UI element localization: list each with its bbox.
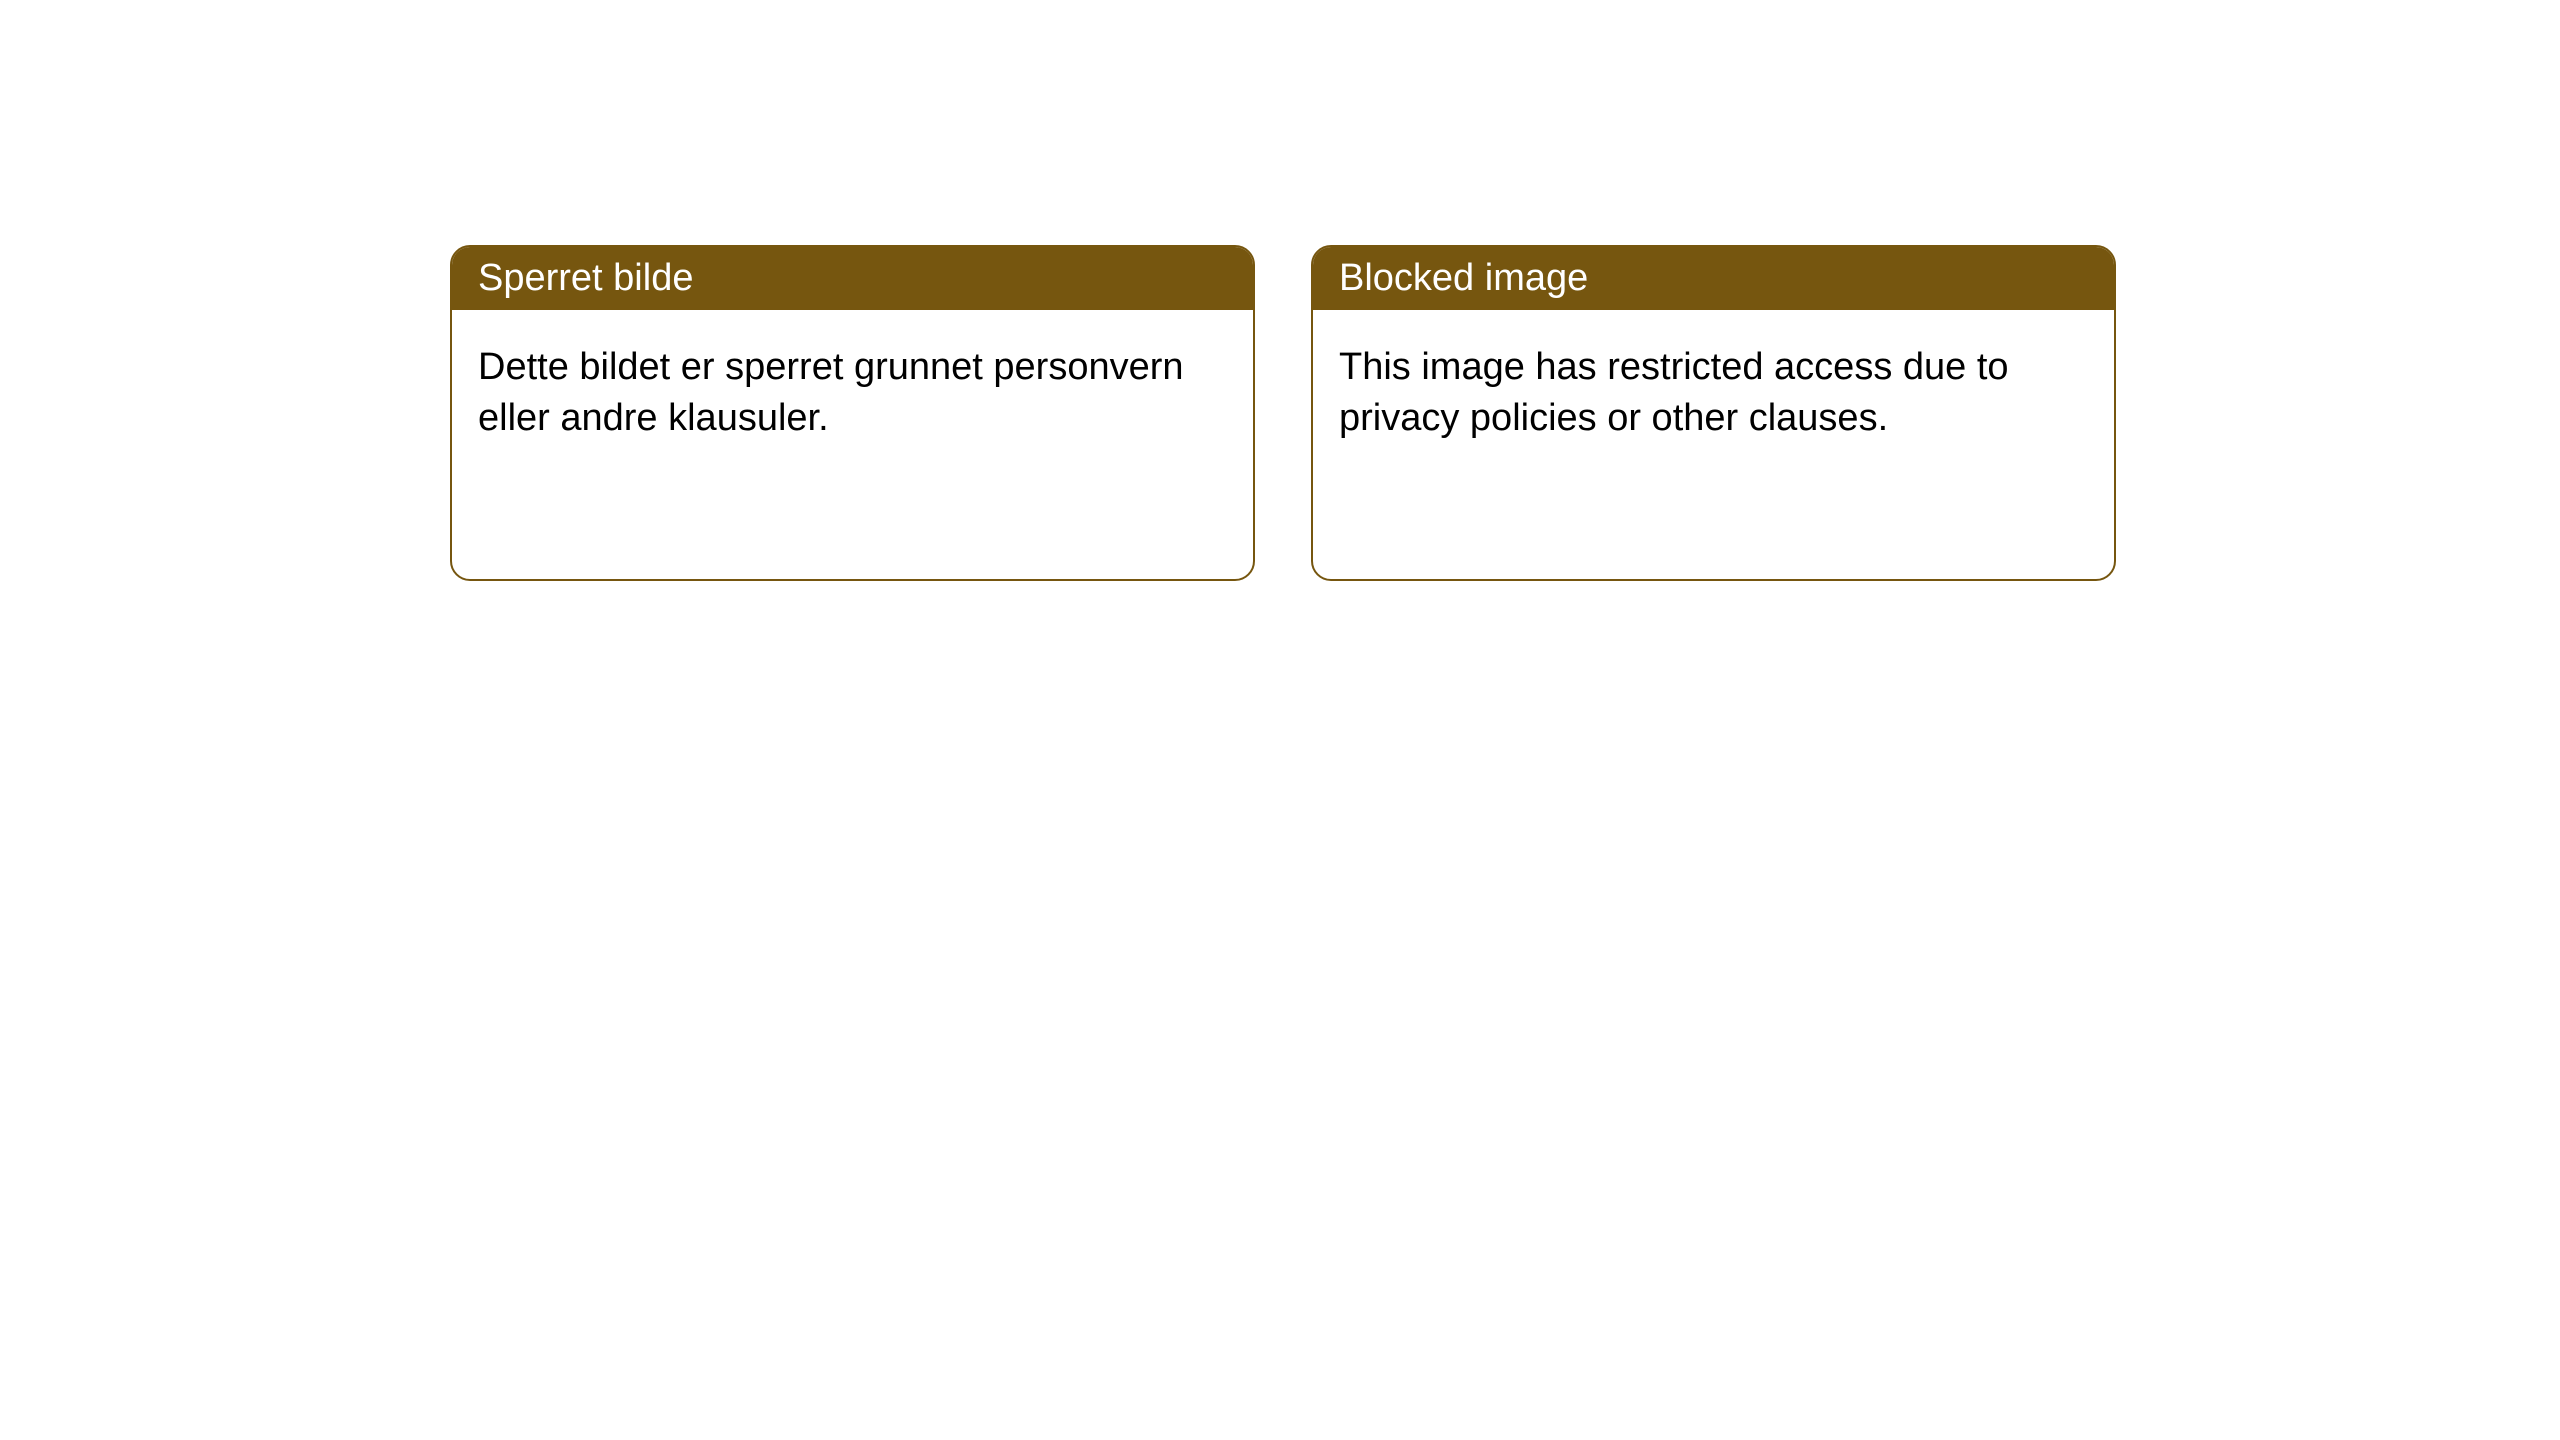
notice-body: Dette bildet er sperret grunnet personve… <box>452 310 1253 477</box>
notice-title: Sperret bilde <box>452 247 1253 310</box>
notice-title: Blocked image <box>1313 247 2114 310</box>
notice-body: This image has restricted access due to … <box>1313 310 2114 477</box>
notice-card-english: Blocked image This image has restricted … <box>1311 245 2116 581</box>
notice-container: Sperret bilde Dette bildet er sperret gr… <box>0 0 2560 581</box>
notice-card-norwegian: Sperret bilde Dette bildet er sperret gr… <box>450 245 1255 581</box>
